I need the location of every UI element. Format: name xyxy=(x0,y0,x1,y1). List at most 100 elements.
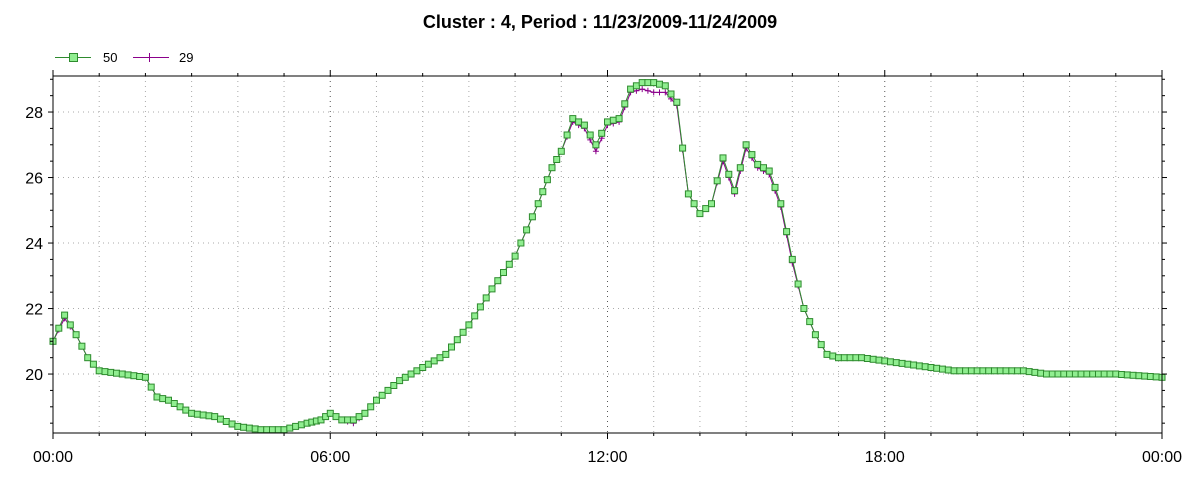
data-point xyxy=(644,79,652,87)
data-point xyxy=(297,421,305,429)
data-point xyxy=(823,350,831,358)
data-point xyxy=(638,79,646,87)
data-point xyxy=(650,79,658,87)
data-point xyxy=(829,352,837,360)
data-point xyxy=(553,156,561,163)
data-point xyxy=(1043,370,1050,378)
data-point xyxy=(1123,371,1131,379)
data-point xyxy=(719,154,727,162)
data-point xyxy=(927,364,935,371)
data-point xyxy=(592,148,599,155)
data-point xyxy=(548,164,556,172)
data-point xyxy=(731,187,739,195)
data-point xyxy=(78,342,86,350)
data-point xyxy=(147,383,155,391)
data-point xyxy=(708,200,715,208)
data-point xyxy=(881,357,889,365)
data-point xyxy=(136,373,144,380)
data-point xyxy=(176,403,184,411)
data-point xyxy=(1100,370,1108,378)
data-point xyxy=(639,86,646,93)
data-point xyxy=(367,403,375,411)
legend-label-series-2: 29 xyxy=(179,50,194,65)
data-point xyxy=(500,269,507,276)
data-point xyxy=(465,321,473,329)
data-point xyxy=(817,341,825,349)
data-point xyxy=(592,141,600,149)
data-point xyxy=(679,144,687,152)
data-point xyxy=(280,426,288,434)
data-point xyxy=(349,416,357,424)
data-point xyxy=(543,176,551,184)
data-point xyxy=(1025,368,1033,376)
data-point xyxy=(569,115,577,123)
data-point xyxy=(702,205,710,213)
data-point xyxy=(684,190,692,198)
data-point xyxy=(534,200,542,208)
legend-swatch-series-2 xyxy=(133,57,169,58)
data-point xyxy=(344,416,352,424)
data-point xyxy=(1118,371,1126,378)
data-point xyxy=(771,183,779,191)
data-point xyxy=(419,364,427,371)
data-point xyxy=(488,285,496,293)
x-tick-label: 18:00 xyxy=(865,449,905,466)
data-point xyxy=(378,391,386,399)
data-point xyxy=(263,426,271,434)
series-layer xyxy=(49,79,1166,434)
data-point xyxy=(107,368,115,376)
data-point xyxy=(539,188,547,196)
data-point xyxy=(811,331,819,339)
data-point xyxy=(517,239,525,247)
data-point xyxy=(609,116,617,124)
data-point xyxy=(898,359,906,367)
data-point xyxy=(632,82,640,90)
data-point xyxy=(1054,370,1062,378)
data-point xyxy=(326,409,334,417)
data-point xyxy=(217,415,224,423)
data-point xyxy=(222,418,230,425)
data-point xyxy=(124,371,132,379)
data-point xyxy=(1141,372,1149,380)
data-point xyxy=(118,370,126,378)
data-point xyxy=(476,303,484,311)
x-tick-label: 12:00 xyxy=(587,449,627,466)
data-point xyxy=(1037,369,1045,377)
data-point xyxy=(141,373,149,381)
data-point xyxy=(245,424,253,432)
plus-marker-icon xyxy=(149,53,150,62)
data-point xyxy=(390,382,398,389)
data-point xyxy=(1089,370,1097,378)
data-point xyxy=(153,393,161,401)
data-point xyxy=(1106,370,1114,378)
x-tick-label: 06:00 xyxy=(310,449,350,466)
data-point xyxy=(985,367,993,375)
y-tick-label: 26 xyxy=(25,171,43,188)
data-point xyxy=(910,361,918,369)
data-point xyxy=(188,409,196,417)
data-point xyxy=(673,98,681,106)
data-point xyxy=(921,363,929,371)
data-point xyxy=(852,354,860,362)
data-point xyxy=(662,89,669,96)
axes: 20 22 24 26 28 00:00 06:00 12:00 18:00 00:00 xyxy=(25,70,1182,466)
data-point xyxy=(228,420,236,428)
data-point xyxy=(742,141,750,149)
data-point xyxy=(459,328,467,336)
data-point xyxy=(806,318,814,326)
data-point xyxy=(840,354,848,362)
data-point xyxy=(944,366,952,374)
data-point xyxy=(598,129,606,137)
data-point xyxy=(355,413,363,421)
data-point xyxy=(1014,367,1022,375)
data-point xyxy=(1008,367,1016,375)
data-point xyxy=(338,416,346,424)
data-point xyxy=(904,360,912,368)
data-point xyxy=(1066,370,1074,378)
data-point xyxy=(523,226,531,234)
data-point xyxy=(875,356,883,364)
data-point xyxy=(274,426,282,434)
data-point xyxy=(292,422,300,430)
data-point xyxy=(800,305,808,312)
